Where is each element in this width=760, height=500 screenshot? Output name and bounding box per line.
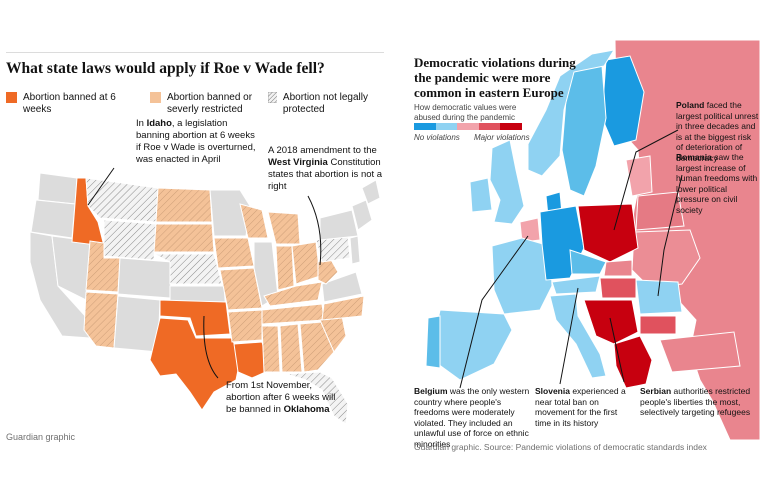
ok-leader-line xyxy=(203,315,219,379)
state-alabama xyxy=(279,323,303,373)
top-divider xyxy=(6,52,384,53)
country-spain xyxy=(435,309,513,381)
oklahoma-annotation: From 1st November, abortion after 6 week… xyxy=(226,380,336,415)
slovenia-annotation: Slovenia experienced a near total ban on… xyxy=(535,386,626,428)
us-map-title: What state laws would apply if Roe v Wad… xyxy=(6,60,325,77)
country-slovakia xyxy=(603,259,633,277)
legend-swatch-orange xyxy=(6,92,17,103)
belgium-leader-line xyxy=(459,235,529,389)
state-new-england xyxy=(351,199,373,231)
country-norway xyxy=(527,49,616,177)
state-montana xyxy=(85,177,159,223)
state-iowa xyxy=(213,237,255,269)
romania-leader-line xyxy=(657,174,683,297)
scale-max-label: Major violations xyxy=(474,133,530,142)
scale-step-3 xyxy=(478,123,501,130)
europe-map-panel: Democratic violations during the pandemi… xyxy=(400,0,760,500)
slovenia-leader-line xyxy=(559,287,579,385)
us-map-credit: Guardian graphic xyxy=(6,432,76,442)
poland-annotation: Poland faced the largest political unres… xyxy=(676,100,759,163)
state-texas xyxy=(149,317,241,411)
country-italy xyxy=(549,293,607,379)
country-greece xyxy=(613,335,653,389)
country-turkey xyxy=(659,331,741,373)
idaho-annotation: In Idaho, a legislation banning abortion… xyxy=(136,118,256,165)
state-arkansas xyxy=(227,309,263,343)
state-nebraska xyxy=(153,253,223,285)
state-new-mexico xyxy=(113,295,161,353)
country-belgium xyxy=(519,217,541,243)
country-belarus xyxy=(635,191,685,231)
state-mississippi xyxy=(261,325,281,373)
country-hungary xyxy=(599,277,637,299)
europe-map xyxy=(425,39,760,441)
state-arizona xyxy=(83,291,119,349)
scale-caption: How democratic values were abused during… xyxy=(414,103,517,122)
poland-leader-line xyxy=(613,129,679,231)
state-florida xyxy=(285,371,349,425)
country-austria xyxy=(551,275,601,295)
violation-scale-bar xyxy=(414,123,522,130)
state-virginia xyxy=(321,271,363,303)
state-kentucky xyxy=(263,281,323,307)
country-romania xyxy=(635,279,683,315)
country-poland xyxy=(577,203,639,263)
scale-step-1 xyxy=(435,123,458,130)
state-michigan xyxy=(267,211,301,245)
wv-leader-line xyxy=(307,195,322,266)
state-wyoming xyxy=(103,219,157,261)
state-new-jersey xyxy=(349,235,361,265)
legend-banned-restricted: Abortion banned or severly restricted xyxy=(150,92,265,116)
legend-swatch-peach xyxy=(150,92,161,103)
state-washington xyxy=(37,172,78,205)
state-north-carolina xyxy=(321,295,365,321)
state-missouri xyxy=(219,267,263,311)
state-tennessee xyxy=(261,303,325,325)
scale-step-0 xyxy=(414,123,436,130)
scale-step-2 xyxy=(457,123,479,130)
idaho-leader-line xyxy=(87,167,115,206)
legend-not-protected: Abortion not legally protected xyxy=(268,92,388,116)
country-france xyxy=(491,237,553,315)
state-south-dakota xyxy=(153,223,215,253)
state-georgia xyxy=(299,321,335,373)
europe-map-title: Democratic violations during the pandemi… xyxy=(414,55,576,100)
europe-map-credit: Guardian graphic. Source: Pandemic viola… xyxy=(414,442,707,452)
country-uk xyxy=(489,139,525,225)
country-bulgaria xyxy=(639,315,677,335)
state-north-dakota xyxy=(155,187,213,223)
state-wisconsin xyxy=(239,203,269,239)
scale-min-label: No violations xyxy=(414,133,460,142)
state-indiana xyxy=(275,245,295,291)
scale-step-4 xyxy=(500,123,522,130)
serbia-annotation: Serbian authorities restricted people's … xyxy=(640,386,751,417)
legend-swatch-hatched xyxy=(268,92,277,103)
state-louisiana xyxy=(233,341,271,379)
legend-banned-6-weeks: Abortion banned at 6 weeks xyxy=(6,92,146,116)
us-map-panel: What state laws would apply if Roe v Wad… xyxy=(6,52,388,442)
state-oregon xyxy=(30,199,76,239)
country-portugal xyxy=(425,315,441,369)
us-map xyxy=(29,167,381,425)
romania-annotation: Romania saw the largest increase of huma… xyxy=(676,152,758,215)
state-new-york xyxy=(319,209,359,241)
west-virginia-annotation: A 2018 amendment to the West Virginia Co… xyxy=(268,145,383,192)
country-baltics xyxy=(625,155,653,197)
state-colorado xyxy=(117,257,173,299)
country-sweden xyxy=(561,65,607,197)
serbia-leader-line xyxy=(609,317,625,383)
country-ireland xyxy=(469,177,493,213)
state-maine xyxy=(361,179,381,205)
belgium-annotation: Belgium was the only western country whe… xyxy=(414,386,530,449)
country-czechia xyxy=(569,249,607,275)
state-ohio xyxy=(291,241,321,285)
